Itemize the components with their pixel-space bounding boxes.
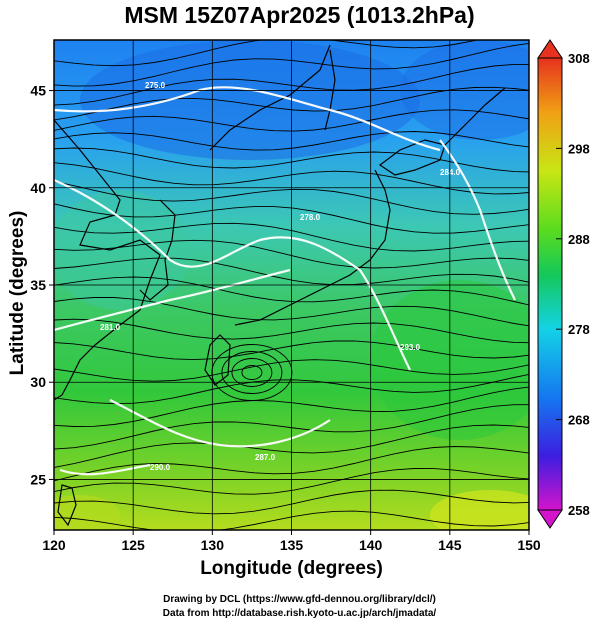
contour-line xyxy=(359,269,411,371)
streamline xyxy=(54,276,529,306)
y-tick-label: 35 xyxy=(30,277,46,293)
colorbar: 308 298 288 278 268 258 xyxy=(537,39,590,529)
japan-hokkaido xyxy=(378,139,446,176)
streamline xyxy=(54,404,529,450)
streamline xyxy=(54,297,529,327)
streamline xyxy=(54,373,529,405)
contour-label: 293.0 xyxy=(400,343,421,352)
x-tick-label: 145 xyxy=(438,537,462,553)
colorbar-tick-label: 308 xyxy=(568,51,590,66)
contour-line xyxy=(439,139,516,301)
streamline xyxy=(54,359,529,382)
streamline xyxy=(54,63,529,106)
colorbar-ticks: 308 298 288 278 268 258 xyxy=(556,51,590,518)
contour-line xyxy=(54,268,291,332)
streamline xyxy=(54,318,529,344)
streamline xyxy=(54,222,529,252)
vortex-streamline xyxy=(231,358,273,387)
streamline xyxy=(54,489,529,515)
y-tick-label: 30 xyxy=(30,374,46,390)
x-tick-label: 125 xyxy=(121,537,145,553)
streamline xyxy=(54,386,529,427)
x-tick-label: 140 xyxy=(359,537,383,553)
streamline xyxy=(54,446,529,482)
streamline xyxy=(54,86,529,121)
streamline xyxy=(54,162,529,195)
colorbar-tick-label: 278 xyxy=(568,322,590,337)
japan-kyushu xyxy=(204,334,231,386)
y-tick-label: 40 xyxy=(30,180,46,196)
colorbar-tick-label: 288 xyxy=(568,232,590,247)
temperature-contours xyxy=(54,86,516,476)
contour-line xyxy=(59,463,151,476)
vortex-streamline xyxy=(221,351,283,394)
temperature-field xyxy=(54,40,529,530)
colorbar-tick-label: 298 xyxy=(568,141,590,156)
russia-coast xyxy=(209,44,331,151)
contour-label: 275.0 xyxy=(145,81,166,90)
colorbar-top-arrow xyxy=(537,39,563,59)
colorbar-tick-label: 268 xyxy=(568,413,590,428)
contour-label: 281.0 xyxy=(100,323,121,332)
y-axis-ticks: 25 30 35 40 45 xyxy=(30,83,54,487)
x-tick-label: 135 xyxy=(280,537,304,553)
streamline xyxy=(54,40,479,67)
contour-label: 290.0 xyxy=(150,463,171,472)
vortex-streamline xyxy=(211,344,293,401)
streamline xyxy=(54,239,529,269)
streamline xyxy=(54,468,529,495)
sakhalin xyxy=(324,49,336,131)
colorbar-tick-label: 258 xyxy=(568,503,590,518)
vortex-streamline xyxy=(241,365,263,380)
streamlines xyxy=(54,40,529,530)
y-tick-label: 25 xyxy=(30,471,46,487)
streamline xyxy=(54,109,529,132)
streamline xyxy=(54,43,529,87)
x-tick-label: 130 xyxy=(201,537,225,553)
contour-labels: 275.0 278.0 281.0 284.0 287.0 290.0 293.0 xyxy=(100,81,461,472)
streamline xyxy=(54,340,529,361)
colorbar-bottom-arrow xyxy=(537,509,563,529)
contour-label: 284.0 xyxy=(440,168,461,177)
colorbar-scale xyxy=(537,57,563,511)
contour-line xyxy=(109,399,331,448)
contour-label: 278.0 xyxy=(300,213,321,222)
y-tick-label: 45 xyxy=(30,83,46,99)
contour-line xyxy=(54,178,361,271)
x-tick-label: 120 xyxy=(42,537,66,553)
y-axis-label: Latitude (degrees) xyxy=(7,210,28,376)
streamline xyxy=(54,131,529,151)
coastlines xyxy=(54,44,506,527)
contour-label: 287.0 xyxy=(255,453,276,462)
x-tick-label: 150 xyxy=(517,537,541,553)
streamline xyxy=(54,203,529,234)
credit-data: Data from http://database.rish.kyoto-u.a… xyxy=(162,608,437,619)
streamline xyxy=(54,147,529,173)
streamline xyxy=(54,180,529,215)
chart-title: MSM 15Z07Apr2025 (1013.2hPa) xyxy=(124,2,475,28)
x-axis-ticks: 120 125 130 135 140 145 150 xyxy=(42,530,541,553)
streamline xyxy=(54,257,529,286)
x-axis-label: Longitude (degrees) xyxy=(200,558,383,579)
credit-drawing: Drawing by DCL (https://www.gfd-dennou.o… xyxy=(163,594,436,605)
streamline xyxy=(54,510,529,530)
mainland-asia-coast xyxy=(54,119,161,401)
taiwan xyxy=(57,484,77,527)
streamline xyxy=(54,424,529,468)
